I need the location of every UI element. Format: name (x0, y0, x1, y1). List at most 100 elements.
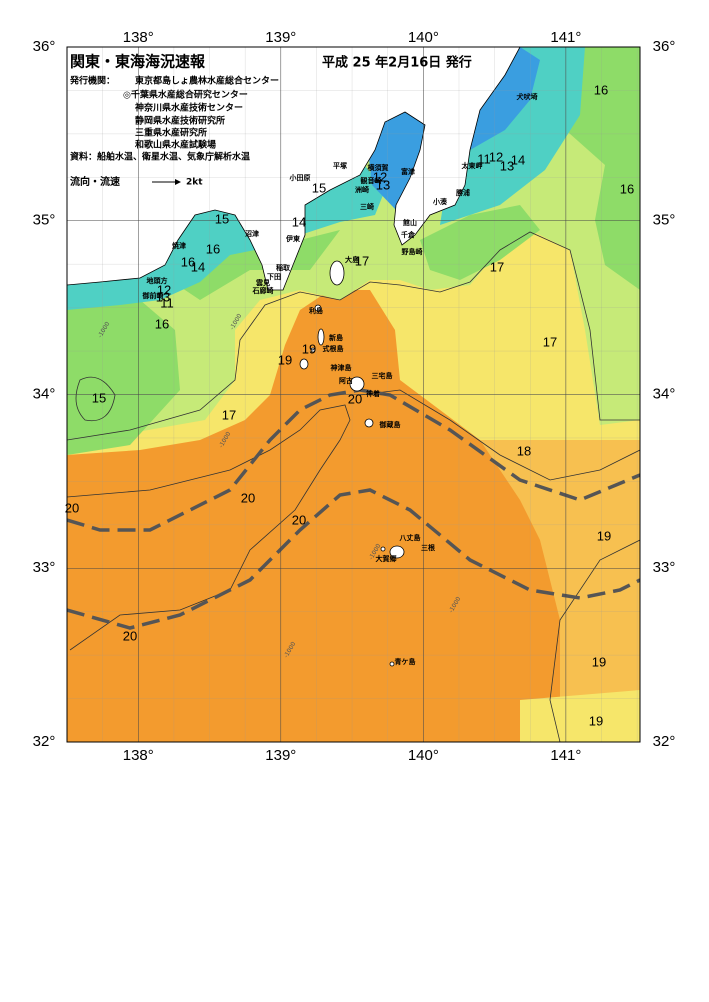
x-tick-label: 141° (550, 29, 581, 46)
place-name: 観音崎 (361, 176, 382, 185)
x-tick-label: 139° (265, 747, 296, 764)
place-name: 沼津 (245, 229, 259, 238)
isotherm-label: 11 (477, 151, 491, 166)
isotherm-label: 19 (302, 341, 316, 356)
isotherm-label: 14 (191, 259, 205, 274)
x-tick-label: 140° (408, 29, 439, 46)
isotherm-label: 13 (156, 289, 170, 304)
isotherm-label: 19 (592, 654, 606, 669)
place-name: 平塚 (333, 161, 347, 170)
issuer: ◎千葉県水産総合研究センター (123, 89, 248, 101)
y-tick-label: 36° (653, 38, 676, 55)
isotherm-label: 15 (312, 180, 326, 195)
y-tick-label: 35° (33, 212, 56, 229)
isotherm-label: 20 (292, 512, 306, 527)
isotherm-label: 16 (620, 181, 634, 196)
place-name: 青ケ島 (395, 657, 416, 666)
isotherm-label: 16 (155, 316, 169, 331)
issuer: 東京都島しょ農林水産総合センター (135, 75, 279, 87)
y-tick-label: 34° (653, 385, 676, 402)
place-name: 石廊崎 (252, 286, 274, 295)
place-name: 神津島 (331, 363, 352, 372)
y-tick-label: 34° (33, 385, 56, 402)
place-name: 地頭方 (147, 276, 168, 285)
isotherm-label: 17 (543, 334, 557, 349)
y-tick-label: 33° (33, 559, 56, 576)
current-legend: 流向・流速 (70, 175, 120, 188)
place-name: 小湊 (432, 197, 448, 206)
x-tick-label: 139° (265, 29, 296, 46)
place-name: 御蔵島 (379, 420, 401, 429)
isotherm-label: 16 (181, 254, 195, 269)
issue-date: 平成 25 年2月16日 発行 (322, 55, 472, 71)
x-tick-label: 138° (123, 29, 154, 46)
place-name: 稲取 (276, 263, 291, 272)
isotherm-label: 12 (489, 149, 503, 164)
y-tick-label: 35° (653, 212, 676, 229)
title: 関東・東海海況速報 (70, 53, 206, 71)
isotherm-label: 18 (517, 443, 531, 458)
y-tick-label: 32° (653, 733, 676, 750)
current-speed: 2kt (186, 178, 203, 188)
y-tick-label: 36° (33, 38, 56, 55)
place-name: 太東岬 (462, 161, 483, 170)
place-name: 式根島 (323, 344, 344, 353)
y-tick-label: 33° (653, 559, 676, 576)
isotherm-label: 13 (376, 177, 390, 192)
place-name: 洲崎 (355, 185, 369, 194)
isotherm-label: 20 (123, 628, 137, 643)
x-tick-label: 140° (408, 747, 439, 764)
place-name: 焼津 (172, 241, 186, 250)
place-name: 館山 (403, 218, 417, 227)
place-name: 三崎 (360, 202, 374, 211)
isotherm-label: 16 (594, 82, 608, 97)
sources: 資料：船舶水温、衛星水温、気象庁解析水温 (70, 151, 250, 163)
place-name: 雲見 (256, 278, 270, 287)
place-name: 三根 (421, 543, 435, 552)
isotherm-label: 14 (292, 214, 306, 229)
place-name: 野島崎 (402, 247, 423, 256)
isotherm-label: 14 (511, 152, 525, 167)
isotherm-label: 15 (215, 211, 229, 226)
isotherms (67, 231, 640, 742)
isotherm-label: 20 (348, 391, 362, 406)
isotherm-label: 17 (355, 253, 369, 268)
issuer-label: 発行機関： (69, 75, 115, 87)
isotherm-label: 20 (65, 500, 79, 515)
x-tick-label: 138° (123, 747, 154, 764)
place-name: 小田原 (289, 173, 311, 182)
isotherm-label: 19 (278, 352, 292, 367)
issuer: 三重県水産研究所 (135, 127, 207, 139)
x-tick-label: 141° (550, 747, 581, 764)
isotherm-label: 11 (160, 295, 174, 310)
place-name: 新島 (329, 333, 343, 342)
isotherm-label: 13 (500, 158, 514, 173)
isotherm-label: 19 (597, 528, 611, 543)
place-name: 勝浦 (456, 188, 470, 197)
isotherm-label: 17 (490, 259, 504, 274)
place-name: 横須賀 (368, 163, 389, 172)
issuer: 神奈川県水産技術センター (135, 102, 243, 114)
place-name: 三宅島 (372, 371, 393, 380)
place-name: 利島 (309, 306, 323, 315)
isotherm-label: 12 (373, 169, 387, 184)
place-name: 伊東 (285, 234, 301, 243)
isotherm-label: 15 (92, 390, 106, 405)
isotherm-label: 16 (206, 241, 220, 256)
place-name: 下田 (267, 273, 281, 281)
y-tick-label: 32° (33, 733, 56, 750)
place-name: 御前崎 (142, 291, 164, 300)
place-name: 阿古 (339, 376, 353, 385)
islands (299, 260, 405, 667)
isotherm-label: 20 (241, 490, 255, 505)
issuer: 静岡県水産技術研究所 (135, 115, 225, 127)
place-name: 富津 (401, 167, 415, 176)
place-name: 八丈島 (399, 533, 421, 542)
place-name: 犬吠埼 (517, 92, 538, 101)
issuer: 和歌山県水産試験場 (134, 139, 216, 151)
map-frame (66, 46, 641, 743)
place-name: 大賀郷 (376, 554, 397, 563)
isotherm-label: 12 (157, 282, 171, 297)
place-name: 大島 (345, 255, 359, 264)
